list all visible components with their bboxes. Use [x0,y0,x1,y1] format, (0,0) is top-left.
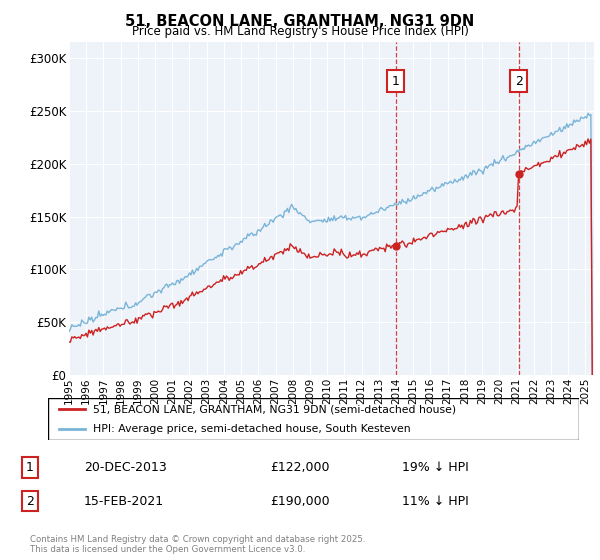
Text: 2: 2 [26,494,34,508]
Text: 11% ↓ HPI: 11% ↓ HPI [402,494,469,508]
Text: Price paid vs. HM Land Registry's House Price Index (HPI): Price paid vs. HM Land Registry's House … [131,25,469,38]
Text: 2: 2 [515,74,523,87]
Text: £190,000: £190,000 [270,494,329,508]
Text: 51, BEACON LANE, GRANTHAM, NG31 9DN: 51, BEACON LANE, GRANTHAM, NG31 9DN [125,14,475,29]
Text: HPI: Average price, semi-detached house, South Kesteven: HPI: Average price, semi-detached house,… [93,424,411,434]
Text: 1: 1 [392,74,400,87]
Text: 51, BEACON LANE, GRANTHAM, NG31 9DN (semi-detached house): 51, BEACON LANE, GRANTHAM, NG31 9DN (sem… [93,404,456,414]
Text: Contains HM Land Registry data © Crown copyright and database right 2025.
This d: Contains HM Land Registry data © Crown c… [30,535,365,554]
Text: 19% ↓ HPI: 19% ↓ HPI [402,461,469,474]
Text: 1: 1 [26,461,34,474]
Text: £122,000: £122,000 [270,461,329,474]
Text: 20-DEC-2013: 20-DEC-2013 [84,461,167,474]
Text: 15-FEB-2021: 15-FEB-2021 [84,494,164,508]
